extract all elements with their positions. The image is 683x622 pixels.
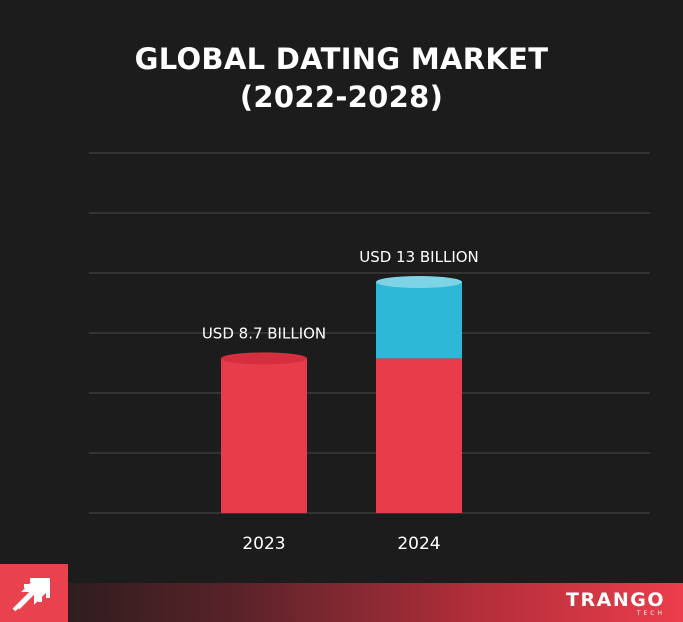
labels: USD 8.7 BILLION 2023 USD 13 BILLION 2024: [202, 248, 479, 554]
brand-subtitle: TECH: [636, 610, 665, 617]
chart-title-line1: GLOBAL DATING MARKET: [134, 42, 549, 76]
bar-chart: USD 8.7 BILLION 2023 USD 13 BILLION 2024: [89, 152, 650, 554]
x-tick-label-2024: 2024: [397, 534, 440, 554]
trango-arrow-logo-icon: [12, 578, 50, 612]
bars: [221, 276, 462, 513]
brand-name: TRANGO: [566, 589, 665, 611]
bar-2024-increase: [376, 282, 462, 359]
brand-logo: TRANGO TECH: [566, 590, 665, 617]
bar-2023: [221, 358, 307, 513]
logo-box: [0, 564, 68, 622]
bar-cap-2024: [376, 276, 462, 288]
grid-lines: [89, 152, 650, 514]
bar-2024-base: [376, 358, 462, 513]
chart-title-line2: (2022-2028): [239, 80, 444, 114]
chart-title: GLOBAL DATING MARKET (2022-2028): [0, 40, 683, 116]
footer-bar: [0, 583, 683, 622]
bar-cap-2023: [221, 352, 307, 365]
data-label-2023: USD 8.7 BILLION: [202, 324, 326, 342]
x-tick-label-2023: 2023: [242, 534, 285, 554]
data-label-2024: USD 13 BILLION: [359, 248, 479, 266]
